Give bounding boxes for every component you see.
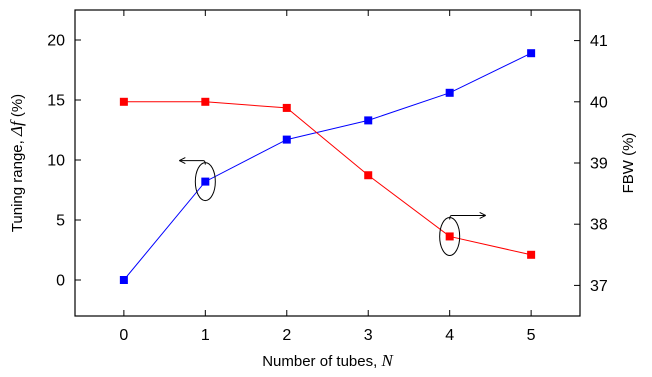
right-y-tick-label: 41 [590, 33, 608, 50]
series-0-point [364, 116, 373, 125]
series-0-point [282, 135, 291, 144]
left-y-tick-label: 5 [56, 213, 65, 230]
series-layer [119, 49, 536, 284]
x-axis-title-text: Number of tubes, [262, 353, 381, 370]
plot-frame [74, 9, 581, 317]
tick-layer: 0 1 2 3 4 5 0 5 10 15 20 37 38 39 40 41 [47, 10, 608, 344]
series-0-point [201, 177, 210, 186]
x-tick-label: 5 [527, 327, 536, 344]
annotation-arrow-head [179, 157, 186, 165]
x-axis-title: Number of tubes, N [262, 351, 394, 370]
series-0-point [445, 88, 454, 97]
left-y-axis-title: Tuning range, Δf (%) [7, 94, 26, 232]
series-1-point [119, 97, 128, 106]
annotation-arrow-head [479, 211, 486, 219]
x-tick-label: 4 [445, 327, 454, 344]
left-y-tick-label: 10 [47, 153, 65, 170]
left-y-tick-label: 15 [47, 93, 65, 110]
series-1-point [527, 250, 536, 259]
series-1-point [364, 171, 373, 180]
x-tick-label: 1 [201, 327, 210, 344]
left-y-axis-title-unit: (%) [9, 94, 26, 122]
series-0-point [527, 49, 536, 58]
plot-frame-layer [74, 9, 581, 317]
annotation-arrow-line [449, 214, 486, 220]
series-0-line [123, 52, 532, 281]
right-y-tick-label: 37 [590, 278, 608, 295]
right-y-tick-label: 38 [590, 217, 608, 234]
left-y-axis-title-text: Tuning range, [9, 136, 26, 232]
x-axis-title-variable: N [380, 351, 394, 370]
right-y-axis-title: FBW (%) [620, 133, 637, 194]
annotation-arrow-line [179, 160, 206, 165]
series-1-point [201, 97, 210, 106]
series-0-point [119, 276, 128, 284]
x-tick-label: 3 [364, 327, 373, 344]
series-1-line [123, 101, 532, 256]
left-y-tick-label: 20 [47, 33, 65, 50]
left-y-tick-label: 0 [56, 273, 65, 290]
left-y-axis-title-variable: Δf [7, 119, 26, 137]
series-1-point [445, 232, 454, 241]
x-tick-label: 2 [282, 327, 291, 344]
series-1-point [282, 103, 291, 112]
right-y-tick-label: 40 [590, 94, 608, 111]
annotation-layer [179, 157, 486, 256]
right-y-tick-label: 39 [590, 156, 608, 173]
x-tick-label: 0 [119, 327, 128, 344]
